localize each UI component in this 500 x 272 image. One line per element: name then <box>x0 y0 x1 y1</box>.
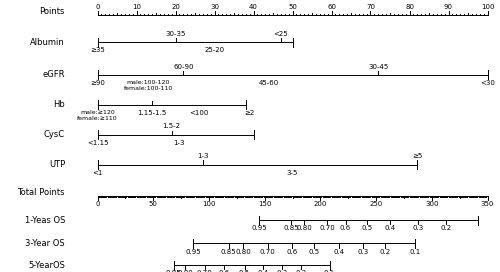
Text: 60-90: 60-90 <box>173 64 194 70</box>
Text: CysC: CysC <box>44 130 65 139</box>
Text: eGFR: eGFR <box>42 70 65 79</box>
Text: 0.4: 0.4 <box>333 249 344 255</box>
Text: 1.5-2: 1.5-2 <box>162 123 180 129</box>
Text: <25: <25 <box>274 31 288 37</box>
Text: 200: 200 <box>314 201 327 207</box>
Text: 1-3: 1-3 <box>174 140 185 146</box>
Text: 0.3: 0.3 <box>358 249 368 255</box>
Text: Hb: Hb <box>53 100 65 109</box>
Text: 50: 50 <box>149 201 158 207</box>
Text: Total Points: Total Points <box>18 188 65 197</box>
Text: 1-3: 1-3 <box>197 153 208 159</box>
Text: <100: <100 <box>189 110 208 116</box>
Text: 300: 300 <box>425 201 438 207</box>
Text: 25-20: 25-20 <box>204 47 225 53</box>
Text: 30-35: 30-35 <box>166 31 186 37</box>
Text: 3-5: 3-5 <box>287 170 298 176</box>
Text: 10: 10 <box>132 4 141 10</box>
Text: <30: <30 <box>480 80 495 86</box>
Text: 1.15-1.5: 1.15-1.5 <box>138 110 166 116</box>
Text: 0.3: 0.3 <box>412 225 424 231</box>
Text: 0.2: 0.2 <box>380 249 391 255</box>
Text: 0.80: 0.80 <box>296 225 312 231</box>
Text: 0.2: 0.2 <box>440 225 452 231</box>
Text: 0.4: 0.4 <box>258 270 269 272</box>
Text: 40: 40 <box>249 4 258 10</box>
Text: 0.1: 0.1 <box>324 270 335 272</box>
Text: 3-Year OS: 3-Year OS <box>26 239 65 248</box>
Text: 0: 0 <box>95 4 100 10</box>
Text: 90: 90 <box>444 4 453 10</box>
Text: 45-60: 45-60 <box>259 80 279 86</box>
Text: 0: 0 <box>95 201 100 207</box>
Text: 50: 50 <box>288 4 297 10</box>
Text: UTP: UTP <box>49 160 65 169</box>
Text: 0.1: 0.1 <box>410 249 421 255</box>
Text: 0.85: 0.85 <box>283 225 299 231</box>
Text: male:≥120
female:≥110: male:≥120 female:≥110 <box>77 110 118 121</box>
Text: 30-45: 30-45 <box>368 64 388 70</box>
Text: 20: 20 <box>171 4 180 10</box>
Text: 0.70: 0.70 <box>197 270 212 272</box>
Text: Albumin: Albumin <box>30 38 65 47</box>
Text: 1-Yeas OS: 1-Yeas OS <box>24 216 65 225</box>
Text: 250: 250 <box>370 201 382 207</box>
Text: 0.85: 0.85 <box>166 270 182 272</box>
Text: 0.85: 0.85 <box>221 249 236 255</box>
Text: 0.5: 0.5 <box>362 225 373 231</box>
Text: 0.3: 0.3 <box>276 270 287 272</box>
Text: 60: 60 <box>327 4 336 10</box>
Text: 0.6: 0.6 <box>340 225 351 231</box>
Text: 70: 70 <box>366 4 375 10</box>
Text: 0.95: 0.95 <box>252 225 267 231</box>
Text: 30: 30 <box>210 4 219 10</box>
Text: 5-YearOS: 5-YearOS <box>28 261 65 270</box>
Text: ≥35: ≥35 <box>90 47 105 53</box>
Text: 100: 100 <box>202 201 215 207</box>
Text: 0.2: 0.2 <box>295 270 306 272</box>
Text: 100: 100 <box>481 4 494 10</box>
Text: ≥90: ≥90 <box>90 80 105 86</box>
Text: 0.5: 0.5 <box>308 249 320 255</box>
Text: 0.80: 0.80 <box>178 270 193 272</box>
Text: 80: 80 <box>405 4 414 10</box>
Text: <1.15: <1.15 <box>87 140 108 146</box>
Text: 0.6: 0.6 <box>286 249 298 255</box>
Text: 0.70: 0.70 <box>260 249 276 255</box>
Text: ≥2: ≥2 <box>244 110 254 116</box>
Text: 0.70: 0.70 <box>319 225 335 231</box>
Text: male:100-120
female:100-110: male:100-120 female:100-110 <box>124 80 173 91</box>
Text: 0.95: 0.95 <box>185 249 201 255</box>
Text: ≥5: ≥5 <box>412 153 422 159</box>
Text: 0.4: 0.4 <box>385 225 396 231</box>
Text: 0.80: 0.80 <box>235 249 251 255</box>
Text: 150: 150 <box>258 201 272 207</box>
Text: Points: Points <box>40 7 65 16</box>
Text: 0.6: 0.6 <box>218 270 230 272</box>
Text: 350: 350 <box>481 201 494 207</box>
Text: <1: <1 <box>92 170 102 176</box>
Text: 0.5: 0.5 <box>239 270 250 272</box>
